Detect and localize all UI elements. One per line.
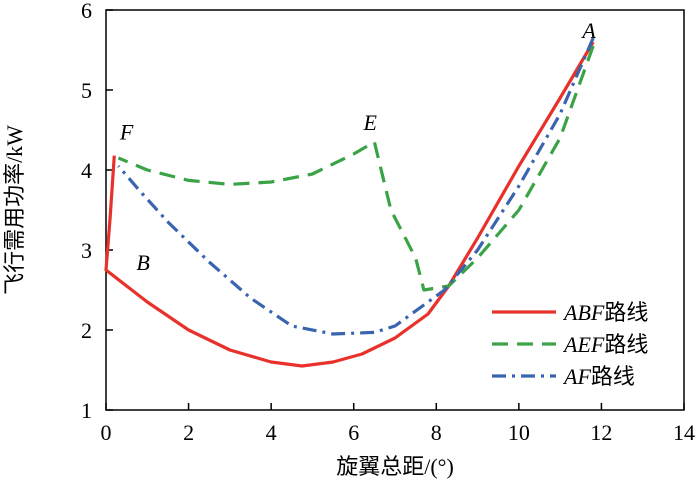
series-lines [104,37,595,368]
x-tick-label: 6 [348,420,359,445]
ticks [105,9,685,411]
point-label-f: F [119,120,134,145]
y-tick-label: 3 [81,238,92,263]
y-tick-label: 2 [81,318,92,343]
y-tick-label: 6 [81,0,92,23]
y-axis-title: 飞行需用功率/kW [2,125,27,295]
legend-suffix: 路线 [604,332,648,357]
y-tick-label: 4 [81,158,92,183]
x-tick-label: 14 [673,420,695,445]
legend-name: AF [562,364,591,389]
legend-suffix: 路线 [591,364,635,389]
y-tick-label: 5 [81,78,92,103]
plot-frame [105,9,685,411]
legend-name: AEF [562,332,605,357]
legend-entry: AEF路线 [562,332,648,357]
x-tick-label: 12 [590,420,612,445]
x-tick-label: 10 [508,420,530,445]
legend-entry: AF路线 [562,364,635,389]
annotations: A E F B [119,18,596,275]
series-line-abf [104,41,595,368]
point-label-e: E [363,110,378,135]
series-line-af [117,37,595,336]
point-label-b: B [136,250,149,275]
series-line-aef [117,45,595,292]
point-label-a: A [580,18,596,43]
y-tick-label: 1 [81,398,92,423]
legend-name: ABF [562,300,605,325]
x-tick-label: 0 [101,420,112,445]
x-axis-title: 旋翼总距/(°) [336,454,454,479]
x-tick-label: 2 [183,420,194,445]
x-tick-label: 8 [431,420,442,445]
legend-entry: ABF路线 [562,300,648,325]
legend-suffix: 路线 [604,300,648,325]
x-tick-label: 4 [266,420,277,445]
